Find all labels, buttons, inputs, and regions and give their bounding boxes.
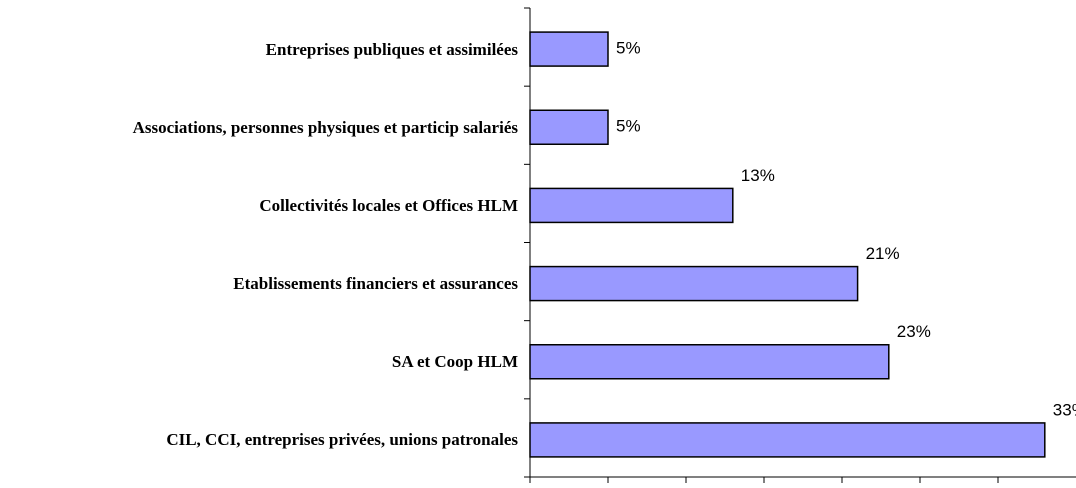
bar <box>529 265 859 302</box>
bar <box>529 31 609 67</box>
bar <box>529 109 609 145</box>
category-label-box: Collectivités locales et Offices HLM <box>0 165 518 245</box>
category-label-box: Etablissements financiers et assurances <box>0 244 518 324</box>
bar <box>529 422 1046 458</box>
bar <box>529 187 734 224</box>
category-label: Etablissements financiers et assurances <box>233 274 518 294</box>
category-label: Entreprises publiques et assimilées <box>265 39 518 59</box>
value-label: 33% <box>1053 400 1076 419</box>
value-label: 5% <box>616 117 641 136</box>
value-label: 23% <box>897 322 931 341</box>
value-label: 5% <box>616 39 641 58</box>
category-label-box: CIL, CCI, entreprises privées, unions pa… <box>0 400 518 480</box>
category-label: Collectivités locales et Offices HLM <box>259 195 518 215</box>
category-label-box: SA et Coop HLM <box>0 322 518 402</box>
category-label: SA et Coop HLM <box>391 352 518 372</box>
value-label: 21% <box>866 244 900 263</box>
category-label-box: Entreprises publiques et assimilées <box>0 9 518 89</box>
category-label: Associations, personnes physiques et par… <box>132 117 518 137</box>
category-label-box: Associations, personnes physiques et par… <box>0 87 518 167</box>
category-label: CIL, CCI, entreprises privées, unions pa… <box>166 430 518 450</box>
value-label: 13% <box>741 166 775 185</box>
bar <box>529 344 890 380</box>
